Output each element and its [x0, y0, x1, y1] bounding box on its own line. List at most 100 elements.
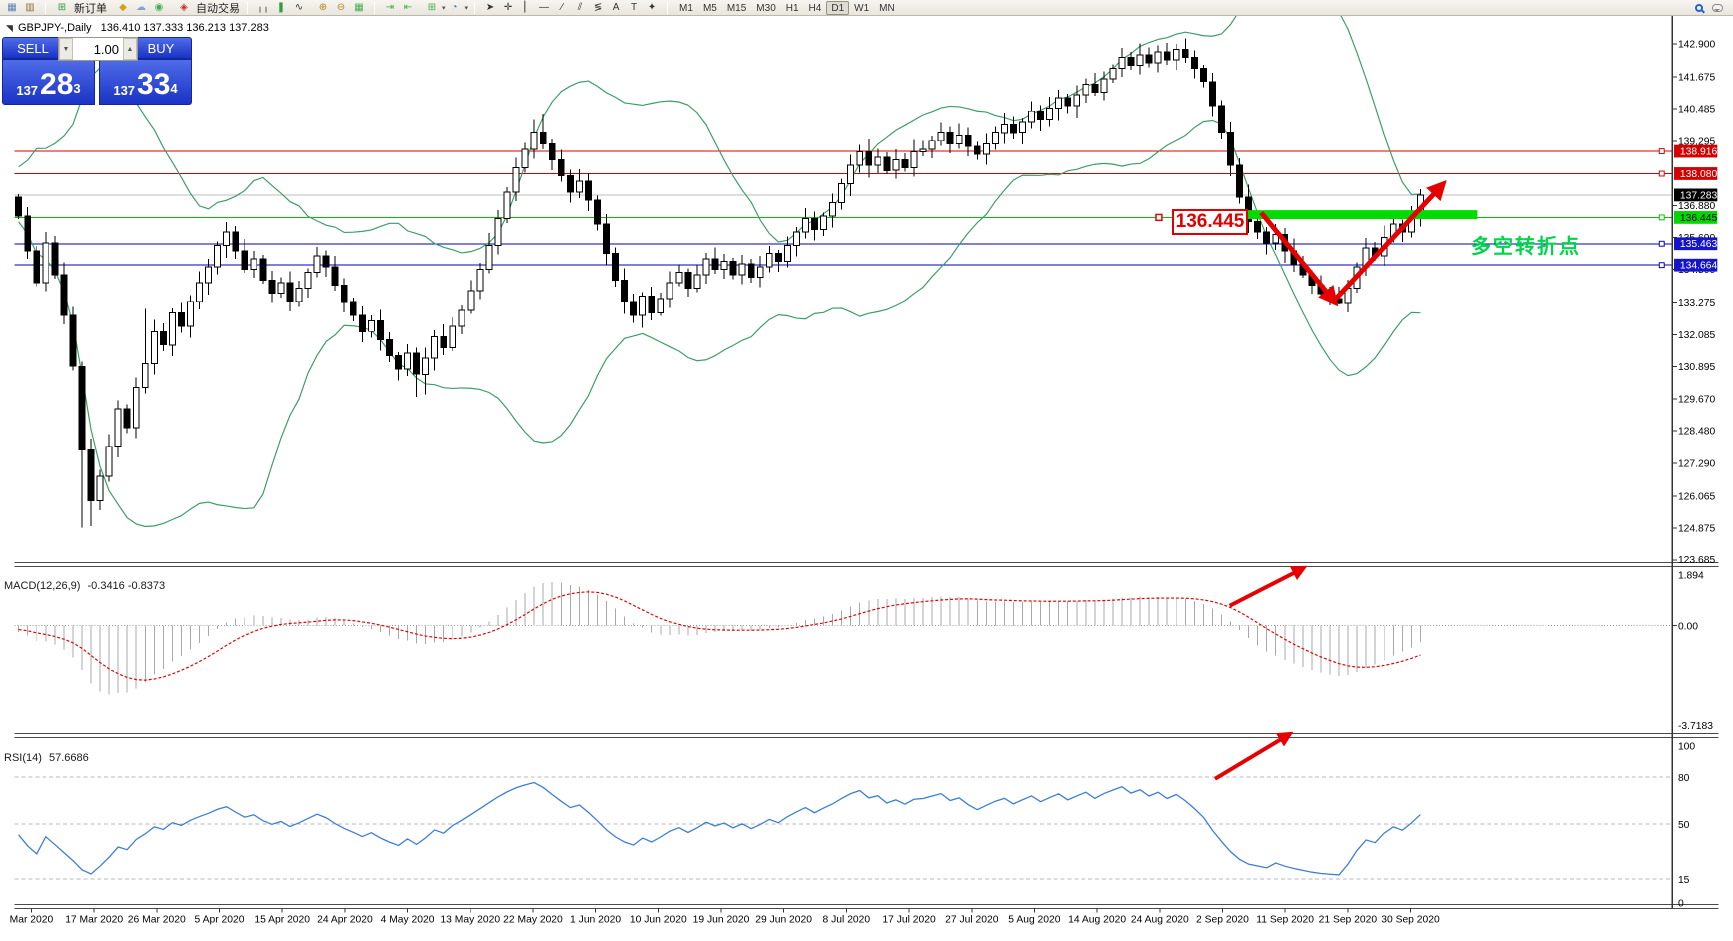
svg-text:-3.7183: -3.7183	[1678, 721, 1713, 732]
horizontal-line-icon[interactable]: —	[539, 2, 550, 13]
rsi-pane[interactable]	[14, 776, 1673, 880]
indicators-icon-dropdown[interactable]: ▾	[442, 4, 446, 12]
up-arrow-rsi[interactable]	[1213, 731, 1294, 781]
channel-icon[interactable]: ⫽	[577, 2, 583, 13]
periods-icon[interactable]: ◔	[451, 2, 458, 13]
trendline-icon[interactable]: ∕	[561, 2, 563, 13]
autotrade-icon: ◈	[180, 2, 188, 13]
search-icon[interactable]	[1691, 1, 1707, 15]
timeframe-m1[interactable]: M1	[679, 2, 693, 14]
signal-icon[interactable]: ◉	[154, 2, 164, 13]
chart-shift-icon[interactable]: ⇤	[403, 2, 413, 13]
svg-text:0.00: 0.00	[1678, 621, 1698, 632]
svg-text:14 Aug 2020: 14 Aug 2020	[1068, 914, 1126, 925]
volume-down-button[interactable]: ▼	[59, 38, 73, 60]
crosshair-icon[interactable]: ✛	[503, 2, 513, 13]
indicators-icon[interactable]: ⊞	[427, 2, 437, 13]
svg-text:136.445: 136.445	[1680, 213, 1718, 224]
timeframe-m30[interactable]: M30	[756, 2, 776, 14]
up-arrow-macd[interactable]	[1228, 565, 1308, 608]
macd-pane[interactable]	[14, 581, 1673, 695]
candlestick-icon[interactable]: ❚	[276, 2, 286, 13]
label-icon[interactable]: T	[630, 2, 638, 13]
scroll-group: ⇥ ⇤	[378, 0, 420, 16]
profiles-icon[interactable]: ▥	[25, 2, 35, 13]
styles-bucket-icon[interactable]: ◆	[119, 2, 127, 13]
chart-window-icon[interactable]: ▦	[7, 2, 17, 13]
new-order-button[interactable]: ⊞ 新订单	[49, 1, 111, 15]
sell-price-base: 137	[16, 83, 39, 98]
timeframe-w1[interactable]: W1	[854, 2, 870, 14]
rsi-value: 57.6686	[48, 752, 89, 764]
new-order-label: 新订单	[74, 2, 107, 15]
svg-text:128.480: 128.480	[1678, 427, 1716, 438]
auto-scroll-icon[interactable]: ⇥	[385, 2, 395, 13]
rsi-label: RSI(14) 57.6686	[4, 752, 89, 764]
svg-text:15 Apr 2020: 15 Apr 2020	[254, 914, 310, 925]
timeframe-mn[interactable]: MN	[879, 2, 895, 14]
price-badge-138.080: 138.080	[1674, 167, 1717, 180]
price-chart-canvas[interactable]: 142.900141.675140.485139.295136.880135.6…	[0, 16, 1733, 941]
line-chart-icon[interactable]: ∿	[294, 2, 304, 13]
down-arrow-main[interactable]	[1259, 211, 1339, 307]
window-icons-group: ▦ ▥	[0, 0, 42, 16]
chart-type-group: ╷╷ ❚ ∿	[251, 0, 311, 16]
vertical-line-icon[interactable]: ⎢	[523, 2, 529, 13]
style-icons-group: ◆ ☁ ◉	[111, 0, 171, 16]
svg-text:5 Aug 2020: 5 Aug 2020	[1008, 914, 1060, 925]
text-icon[interactable]: A	[612, 2, 620, 13]
one-click-trade-panel: SELL BUY ▼ 1.00 ▲ 137 28 3 137 33 4	[2, 37, 192, 105]
sell-price-sup: 3	[73, 81, 81, 96]
chart-window[interactable]: 142.900141.675140.485139.295136.880135.6…	[0, 16, 1733, 941]
chat-icon[interactable]	[1709, 1, 1725, 15]
sell-price-button[interactable]: 137 28 3	[2, 59, 95, 105]
svg-text:127.290: 127.290	[1678, 459, 1716, 470]
tile-windows-icon[interactable]: ▦	[354, 2, 364, 13]
svg-text:24 Apr 2020: 24 Apr 2020	[317, 914, 373, 925]
up-arrow-main[interactable]	[1334, 180, 1447, 301]
svg-text:13 May 2020: 13 May 2020	[440, 914, 500, 925]
buy-button[interactable]: BUY	[130, 37, 192, 59]
publish-icon[interactable]: ☁	[136, 2, 146, 13]
buy-price-base: 137	[113, 83, 136, 98]
timeframe-h1[interactable]: H1	[785, 2, 799, 14]
svg-text:135.463: 135.463	[1680, 239, 1718, 250]
bollinger-bands	[18, 16, 1421, 528]
periods-icon-dropdown[interactable]: ▾	[464, 4, 469, 12]
svg-text:138.916: 138.916	[1680, 147, 1718, 158]
svg-text:30 Sep 2020: 30 Sep 2020	[1381, 914, 1440, 925]
fibonacci-icon[interactable]: ≶	[593, 2, 603, 13]
svg-text:129.670: 129.670	[1678, 395, 1716, 406]
hline-handle[interactable]	[1155, 213, 1163, 222]
svg-text:140.485: 140.485	[1678, 104, 1716, 115]
price-level-flag[interactable]: 136.445	[1172, 209, 1248, 235]
svg-text:126.065: 126.065	[1678, 491, 1716, 502]
hline-134.664[interactable]	[14, 262, 1673, 269]
volume-up-button[interactable]: ▲	[123, 38, 137, 60]
turning-point-note[interactable]: 多空转折点	[1471, 236, 1581, 258]
svg-text:137.283: 137.283	[1680, 190, 1718, 201]
timeframe-group: M1 M5 M15 M30 H1 H4 D1 W1 MN	[671, 0, 903, 16]
svg-text:50: 50	[1678, 820, 1690, 831]
volume-input[interactable]: ▼ 1.00 ▲	[58, 37, 138, 61]
hline-138.916[interactable]	[14, 148, 1673, 155]
autotrade-button[interactable]: ◈ 自动交易	[171, 1, 244, 15]
sell-button[interactable]: SELL	[2, 37, 64, 59]
bar-chart-icon[interactable]: ╷╷	[256, 2, 270, 13]
zoom-out-icon[interactable]: ⊖	[336, 2, 346, 13]
timeframe-m15[interactable]: M15	[726, 2, 747, 14]
price-badge-135.463: 135.463	[1674, 237, 1717, 250]
zoom-in-icon[interactable]: ⊕	[318, 2, 328, 13]
price-axis: 142.900141.675140.485139.295136.880135.6…	[1672, 40, 1717, 910]
hline-135.463[interactable]	[14, 240, 1673, 247]
buy-price-button[interactable]: 137 33 4	[99, 59, 192, 105]
svg-text:1 Jun 2020: 1 Jun 2020	[570, 914, 621, 925]
timeframe-d1[interactable]: D1	[826, 0, 850, 15]
svg-text:2 Sep 2020: 2 Sep 2020	[1196, 914, 1249, 925]
timeframe-m5[interactable]: M5	[702, 2, 717, 14]
hline-138.080[interactable]	[14, 170, 1673, 177]
candlestick-series	[15, 38, 1424, 528]
cursor-icon[interactable]: ➤	[485, 2, 495, 13]
shapes-icon[interactable]: ✦	[647, 2, 657, 13]
timeframe-h4[interactable]: H4	[808, 2, 822, 14]
